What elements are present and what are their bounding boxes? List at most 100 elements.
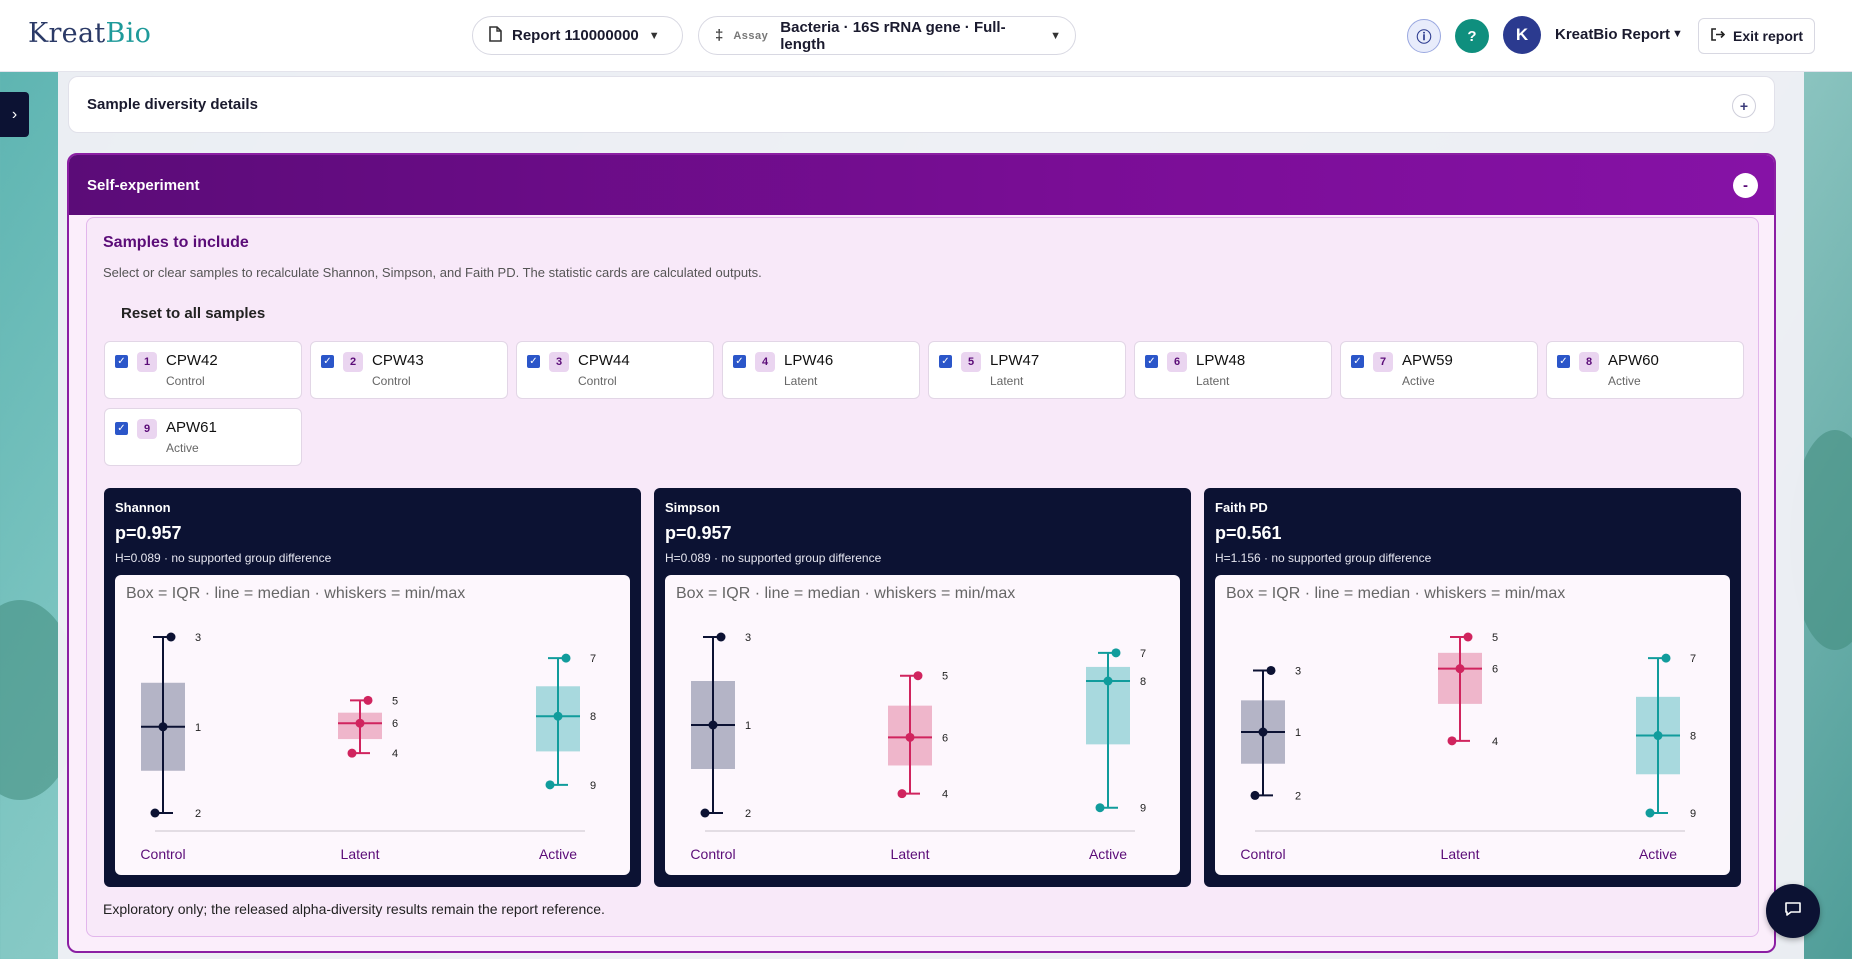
box-plot: Box = IQR · line = median · whiskers = m… xyxy=(115,575,630,875)
sample-checkbox[interactable]: ✓ xyxy=(115,422,128,435)
panel-title: Sample diversity details xyxy=(87,96,258,113)
collapse-button[interactable]: - xyxy=(1733,173,1758,198)
sample-checkbox[interactable]: ✓ xyxy=(939,355,952,368)
sample-point xyxy=(553,711,563,721)
sample-name: CPW42 xyxy=(166,352,218,369)
top-bar: KreatBio Report 110000000 ▼ ‡ Assay Bact… xyxy=(0,0,1852,72)
point-label: 2 xyxy=(195,808,201,820)
sample-name: LPW47 xyxy=(990,352,1040,369)
point-label: 6 xyxy=(1492,664,1498,676)
user-menu[interactable]: KreatBio Report xyxy=(1555,26,1671,43)
sample-point xyxy=(347,748,357,758)
reset-samples-button[interactable]: Reset to all samples xyxy=(121,305,266,322)
sample-name: APW60 xyxy=(1608,352,1659,369)
point-label: 7 xyxy=(1690,653,1696,665)
sample-card[interactable]: ✓ 4 LPW46 Latent xyxy=(722,341,920,399)
point-label: 3 xyxy=(745,632,751,644)
self-experiment-header[interactable]: Self-experiment - xyxy=(69,155,1774,215)
help-icon: ? xyxy=(1467,27,1477,45)
sample-point xyxy=(1111,648,1121,658)
plot-legend: Box = IQR · line = median · whiskers = m… xyxy=(676,585,1016,602)
stat-title: Faith PD xyxy=(1215,500,1268,515)
sample-card[interactable]: ✓ 1 CPW42 Control xyxy=(104,341,302,399)
stat-subtitle: H=1.156 · no supported group difference xyxy=(1215,551,1432,565)
sample-number: 9 xyxy=(137,419,157,439)
point-label: 7 xyxy=(1140,648,1146,660)
sample-number: 4 xyxy=(755,352,775,372)
point-label: 3 xyxy=(195,632,201,644)
sample-point xyxy=(1661,653,1671,663)
exit-report-button[interactable]: Exit report xyxy=(1698,18,1815,54)
sample-card[interactable]: ✓ 6 LPW48 Latent xyxy=(1134,341,1332,399)
sample-name: LPW46 xyxy=(784,352,834,369)
sample-name: LPW48 xyxy=(1196,352,1246,369)
sample-card[interactable]: ✓ 8 APW60 Active xyxy=(1546,341,1744,399)
help-button[interactable]: ? xyxy=(1455,19,1489,53)
sample-point xyxy=(1653,731,1663,741)
category-label: Latent xyxy=(341,846,380,862)
sample-group: Control xyxy=(372,374,411,388)
sample-checkbox[interactable]: ✓ xyxy=(1351,355,1364,368)
point-label: 6 xyxy=(392,718,398,730)
sample-checkbox[interactable]: ✓ xyxy=(321,355,334,368)
report-selector[interactable]: Report 110000000 ▼ xyxy=(472,16,683,55)
sample-point xyxy=(897,789,907,799)
chevron-down-icon[interactable]: ▼ xyxy=(1672,28,1683,40)
point-label: 8 xyxy=(590,711,596,723)
sample-checkbox[interactable]: ✓ xyxy=(1557,355,1570,368)
sample-diversity-panel[interactable]: Sample diversity details + xyxy=(68,76,1775,133)
point-label: 4 xyxy=(942,789,948,801)
sample-point xyxy=(1447,736,1457,746)
point-label: 6 xyxy=(942,732,948,744)
sample-point xyxy=(1463,632,1473,642)
section-description: Select or clear samples to recalculate S… xyxy=(103,265,762,280)
chevron-right-icon: › xyxy=(11,105,18,123)
point-label: 5 xyxy=(1492,632,1498,644)
avatar[interactable]: K xyxy=(1503,16,1541,54)
sample-number: 5 xyxy=(961,352,981,372)
stat-title: Shannon xyxy=(115,500,171,515)
sample-point xyxy=(708,720,718,730)
stat-title: Simpson xyxy=(665,500,720,515)
sample-card[interactable]: ✓ 2 CPW43 Control xyxy=(310,341,508,399)
sample-group: Active xyxy=(1608,374,1641,388)
sample-card[interactable]: ✓ 3 CPW44 Control xyxy=(516,341,714,399)
category-label: Control xyxy=(140,846,185,862)
point-label: 7 xyxy=(590,653,596,665)
assay-selector[interactable]: ‡ Assay Bacteria · 16S rRNA gene · Full-… xyxy=(698,16,1076,55)
sample-number: 6 xyxy=(1167,352,1187,372)
sample-group: Control xyxy=(166,374,205,388)
sample-group: Active xyxy=(1402,374,1435,388)
info-button[interactable]: ⓘ xyxy=(1407,19,1441,53)
category-label: Active xyxy=(1639,846,1677,862)
sample-point xyxy=(363,695,373,705)
sample-number: 2 xyxy=(343,352,363,372)
document-icon xyxy=(489,25,502,46)
box-plot-svg: 3 1 2 Control 5 6 4 Latent 7 8 9 Active xyxy=(1240,632,1696,862)
logo[interactable]: KreatBio xyxy=(28,18,152,49)
section-title: Samples to include xyxy=(103,234,249,251)
chat-button[interactable] xyxy=(1766,884,1820,938)
sample-name: APW59 xyxy=(1402,352,1453,369)
sample-checkbox[interactable]: ✓ xyxy=(1145,355,1158,368)
sample-checkbox[interactable]: ✓ xyxy=(115,355,128,368)
stat-subtitle: H=0.089 · no supported group difference xyxy=(115,551,332,565)
sidebar-toggle-button[interactable]: › xyxy=(0,92,29,137)
sample-point xyxy=(1103,676,1113,686)
sample-point xyxy=(166,632,176,642)
sample-point xyxy=(355,718,365,728)
sample-name: APW61 xyxy=(166,419,217,436)
sample-card[interactable]: ✓ 9 APW61 Active xyxy=(104,408,302,466)
p-value: p=0.561 xyxy=(1215,523,1282,543)
expand-button[interactable]: + xyxy=(1732,94,1756,118)
point-label: 1 xyxy=(1295,727,1301,739)
sample-card[interactable]: ✓ 5 LPW47 Latent xyxy=(928,341,1126,399)
sample-number: 3 xyxy=(549,352,569,372)
plot-legend: Box = IQR · line = median · whiskers = m… xyxy=(126,585,466,602)
sample-card[interactable]: ✓ 7 APW59 Active xyxy=(1340,341,1538,399)
samples-section: Samples to include Select or clear sampl… xyxy=(86,217,1759,937)
sample-name: CPW44 xyxy=(578,352,630,369)
p-value: p=0.957 xyxy=(115,523,182,543)
sample-checkbox[interactable]: ✓ xyxy=(733,355,746,368)
sample-checkbox[interactable]: ✓ xyxy=(527,355,540,368)
